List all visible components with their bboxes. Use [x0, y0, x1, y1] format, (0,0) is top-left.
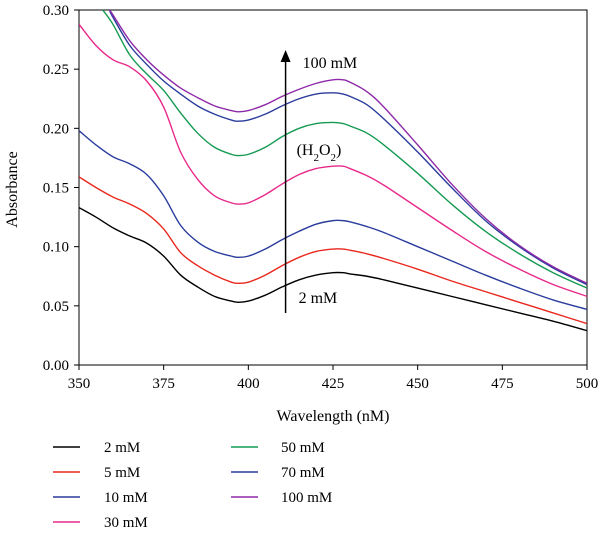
x-tick-label: 500: [576, 376, 599, 392]
x-tick-label: 425: [322, 376, 345, 392]
legend-label: 70 mM: [281, 465, 325, 481]
annotation-layer: 100 mM 2 mM (H2O2): [280, 50, 358, 313]
arrow-head-icon: [280, 50, 291, 62]
series-line-4: [79, 23, 587, 298]
y-tick-label: 0.20: [43, 121, 69, 137]
series-line-6: [108, 10, 587, 286]
series-layer: [79, 10, 587, 332]
y-tick-label: 0.10: [43, 240, 69, 256]
series-line-2: [79, 176, 587, 325]
legend-label: 50 mM: [281, 440, 325, 456]
x-axis-title: Wavelength (nM): [277, 408, 390, 425]
legend-label: 5 mM: [104, 465, 140, 481]
x-tick-label: 350: [68, 376, 91, 392]
series-line-5: [102, 10, 587, 289]
x-tick-label: 400: [237, 376, 260, 392]
arrow-top-label: 100 mM: [303, 55, 358, 72]
legend-label: 2 mM: [104, 440, 140, 456]
legend: 2 mM 5 mM 10 mM 30 mM 50 mM 70 mM 100 mM: [53, 440, 332, 531]
x-tick-label: 475: [491, 376, 514, 392]
legend-label: 100 mM: [281, 490, 332, 506]
x-tick-label: 450: [406, 376, 429, 392]
series-line-1: [79, 207, 587, 332]
arrow-bottom-label: 2 mM: [299, 290, 338, 307]
series-line-3: [79, 130, 587, 311]
y-tick-label: 0.30: [43, 3, 69, 19]
y-axis-title: Absorbance: [4, 151, 21, 227]
arrow-middle-label: (H2O2): [297, 142, 342, 164]
y-tick-label: 0.15: [43, 181, 69, 197]
series-line-7: [108, 10, 587, 284]
legend-label: 30 mM: [104, 515, 148, 531]
legend-label: 10 mM: [104, 490, 148, 506]
y-tick-label: 0.00: [43, 358, 69, 374]
x-tick-label: 375: [152, 376, 175, 392]
y-tick-label: 0.25: [43, 62, 69, 78]
y-tick-label: 0.05: [43, 299, 69, 315]
